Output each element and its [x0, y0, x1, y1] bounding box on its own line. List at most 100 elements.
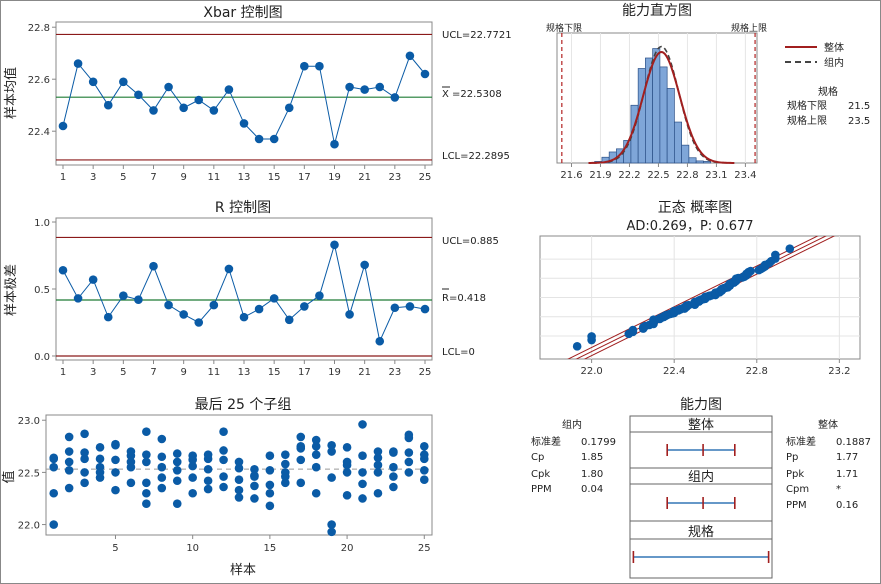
data-point [300, 302, 309, 311]
data-point [311, 450, 321, 459]
data-point [311, 462, 321, 472]
data-point [358, 420, 367, 429]
data-point [88, 77, 98, 87]
x-tick-label: 17 [298, 367, 311, 378]
data-point [373, 460, 383, 470]
xbar-ylabel: 样本均值 [3, 67, 19, 119]
data-point [405, 51, 415, 61]
overall-stat-name: Pp [786, 452, 798, 463]
xbar-cl-symbol: X [442, 89, 449, 100]
data-point [179, 310, 188, 319]
data-point [188, 451, 197, 460]
hist-bar [703, 161, 711, 164]
y-tick-label: 23.0 [18, 416, 40, 427]
last25-xlabel: 样本 [230, 563, 256, 578]
data-point [179, 103, 188, 113]
overall-stat-value: 1.77 [836, 452, 858, 463]
data-point [327, 440, 336, 450]
data-point [209, 300, 219, 310]
within-stat-value: 0.04 [581, 484, 603, 495]
xbar-ucl-label: UCL=22.7721 [442, 30, 512, 41]
data-point [126, 478, 136, 488]
data-point [80, 448, 89, 457]
overall-stat-value: * [836, 484, 841, 495]
data-point [142, 488, 151, 498]
x-tick-label: 13 [238, 172, 251, 183]
overall-stat-name: Ppk [786, 469, 804, 480]
data-point [327, 447, 336, 456]
data-point [103, 100, 113, 110]
data-point [419, 475, 429, 484]
r-plot: 1 3 5 7 9 11 13 15 17 19 21 23 250.00.51.0 [34, 217, 433, 378]
x-tick-label: 1 [60, 367, 66, 378]
data-point [785, 244, 795, 253]
data-point [373, 488, 383, 498]
within-stat-value: 1.85 [581, 452, 603, 463]
data-point [296, 478, 306, 488]
data-point [419, 466, 429, 475]
data-point [111, 440, 120, 450]
overall-stat-value: 0.16 [836, 500, 858, 511]
hist-bar [674, 121, 682, 164]
within-stats-header: 组内 [562, 418, 582, 431]
data-point [239, 119, 249, 128]
data-point [224, 85, 234, 94]
data-point [342, 457, 352, 467]
hist-plot: 21.6 21.9 22.2 22.5 22.8 23.1 23.4 [556, 32, 758, 181]
capplot-panel-label: 组内 [688, 469, 714, 485]
data-point [95, 443, 105, 452]
data-point [234, 457, 244, 467]
data-point [219, 482, 228, 492]
data-point [419, 442, 429, 451]
prob-subtitle: AD:0.269，P: 0.677 [626, 219, 753, 234]
data-point [49, 453, 59, 463]
data-point [389, 448, 398, 457]
data-point [265, 451, 275, 460]
x-tick-label: 11 [207, 367, 220, 378]
capplot-panel-label: 规格 [688, 524, 714, 540]
plot-area [55, 217, 433, 361]
data-point [420, 69, 430, 79]
data-point [281, 459, 290, 469]
r-cl-label: =0.418 [449, 293, 486, 304]
plot-area [55, 21, 433, 166]
overall-stat-value: 1.71 [836, 469, 858, 480]
data-point [73, 59, 83, 68]
hist-bar [652, 48, 661, 164]
data-point [164, 82, 173, 92]
data-point [119, 77, 128, 87]
data-point [157, 462, 167, 472]
data-point [281, 450, 290, 459]
within-stats-table: 组内 标准差 0.1799 Cp 1.85 Cpk 1.80 PPM 0.04 [531, 418, 616, 495]
data-point [64, 483, 74, 493]
data-point [269, 294, 279, 303]
data-point [157, 483, 167, 493]
x-tick-label: 22.8 [676, 170, 698, 181]
data-point [64, 432, 74, 442]
x-tick-label: 20 [341, 543, 354, 554]
data-point [88, 275, 98, 284]
x-tick-label: 22.8 [746, 366, 768, 377]
data-point [58, 121, 68, 131]
data-point [80, 478, 89, 488]
within-stat-name: 标准差 [531, 435, 561, 448]
last25-ylabel: 值 [1, 470, 17, 483]
y-tick-label: 22.0 [18, 521, 40, 532]
data-point [219, 427, 228, 436]
overall-stats-table: 整体 标准差 0.1887 Pp 1.77 Ppk 1.71 Cpm * PPM… [786, 418, 871, 511]
data-point [390, 93, 400, 102]
legend-lsl-value: 21.5 [848, 101, 870, 112]
hist-bar [695, 160, 704, 164]
data-point [628, 325, 638, 335]
y-tick-label: 22.4 [28, 127, 50, 138]
legend-overall-label: 整体 [824, 41, 844, 54]
data-point [142, 450, 151, 459]
data-point [172, 466, 182, 475]
r-ylabel: 样本极差 [4, 264, 19, 316]
y-tick-label: 22.6 [28, 75, 50, 86]
data-point [311, 442, 321, 451]
prob-title: 正态 概率图 [658, 199, 732, 216]
x-tick-label: 7 [150, 172, 156, 183]
